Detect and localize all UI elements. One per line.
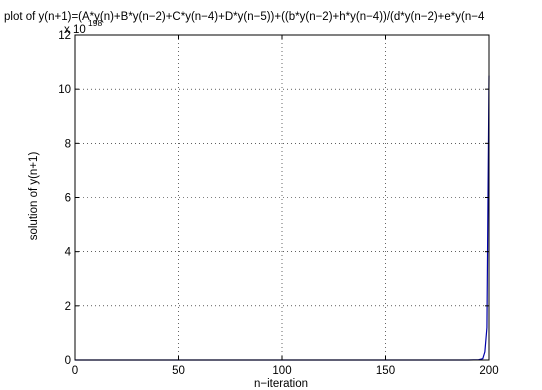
- chart-title: plot of y(n+1)=(A*y(n)+B*y(n−2)+C*y(n−4)…: [4, 11, 485, 23]
- x-axis-label: n−iteration: [254, 378, 308, 390]
- x-tick-label: 200: [479, 365, 498, 377]
- y-exponent-power: 198: [88, 18, 102, 28]
- y-exponent-label: x 10: [64, 24, 86, 36]
- x-tick-label: 150: [376, 365, 395, 377]
- x-tick-label: 0: [72, 365, 78, 377]
- ticks: 0 50 100 150 200 0 2 4 6 8 10 12: [58, 30, 498, 377]
- grid: [75, 35, 489, 360]
- y-tick-label: 12: [58, 30, 71, 42]
- y-tick-label: 4: [65, 247, 72, 259]
- y-axis-label: solution of y(n+1): [28, 152, 40, 241]
- y-tick-label: 8: [65, 138, 71, 150]
- y-tick-label: 10: [58, 84, 71, 96]
- y-tick-label: 2: [65, 301, 71, 313]
- y-tick-label: 0: [65, 355, 71, 367]
- y-tick-label: 6: [65, 193, 71, 205]
- x-tick-label: 50: [172, 365, 185, 377]
- x-tick-label: 100: [272, 365, 291, 377]
